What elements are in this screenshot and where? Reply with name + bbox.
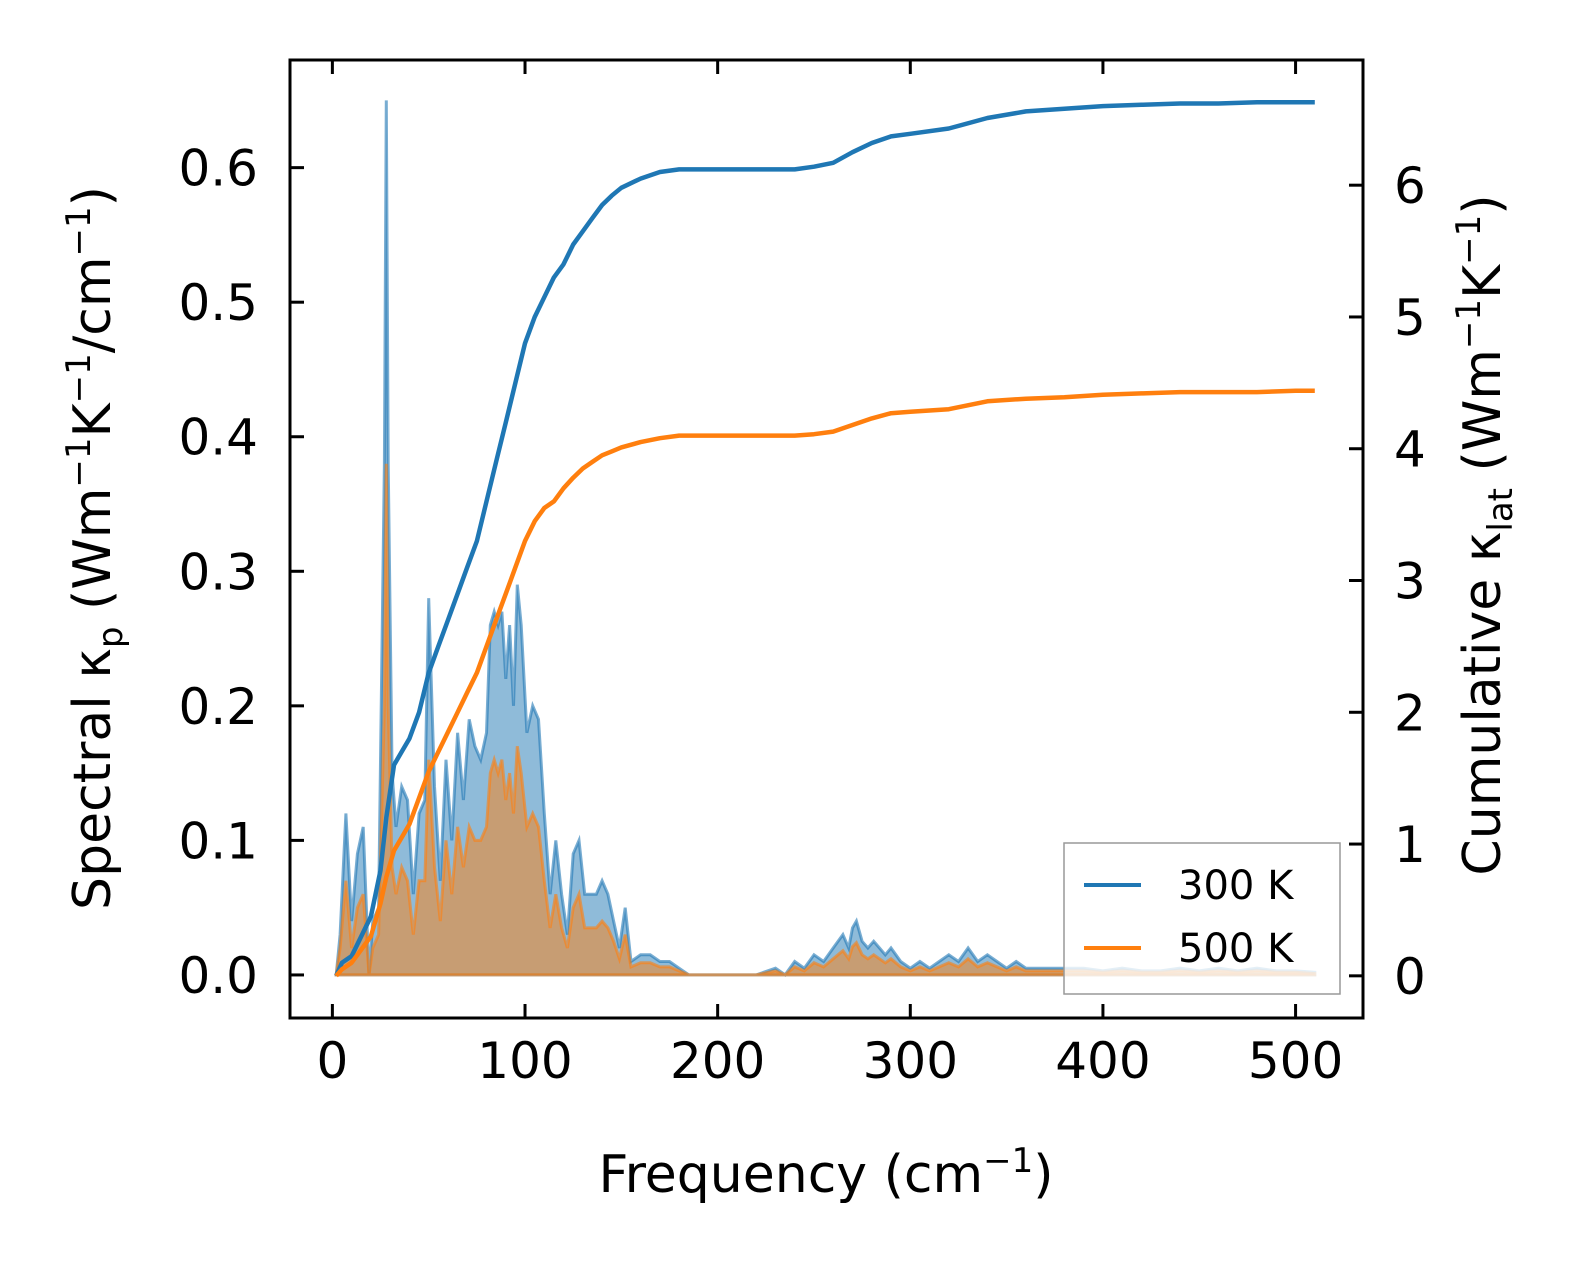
y-right-tick-label: 0 [1394, 948, 1426, 1006]
legend-label-500k: 500 K [1178, 926, 1295, 972]
y-left-tick-label: 0.4 [178, 409, 258, 467]
y-left-tick-label: 0.6 [178, 140, 258, 198]
y-left-tick-label: 0.3 [178, 543, 258, 601]
legend-box [1063, 842, 1341, 995]
y-left-tick-label: 0.0 [178, 947, 258, 1005]
x-tick-label: 100 [477, 1032, 572, 1090]
y-left-tick-label: 0.1 [178, 812, 258, 870]
y-right-tick-label: 2 [1394, 684, 1426, 742]
x-tick-label: 400 [1055, 1032, 1150, 1090]
spectral-fill-layer [334, 100, 1317, 977]
y-right-tick-label: 3 [1394, 553, 1426, 611]
spectral-area-500k [334, 463, 1317, 977]
y-right-tick-label: 6 [1394, 157, 1426, 215]
y-left-tick-label: 0.2 [178, 678, 258, 736]
y-axis-right-title: Cumulative κlat (Wm−1K−1) [1449, 194, 1521, 875]
cumulative-line-300k [334, 99, 1315, 977]
y-right-tick-label: 5 [1394, 289, 1426, 347]
plot-frame [288, 58, 1365, 1020]
cumulative-line-500k [334, 388, 1315, 978]
x-tick-label: 0 [316, 1032, 348, 1090]
tick-layer: 0 100 200 300 400 500 0.0 0.1 0.2 0.3 0.4 0.5 0.6 0 1 2… [178, 60, 1426, 1090]
x-tick-label: 500 [1248, 1032, 1343, 1090]
y-right-tick-label: 1 [1394, 816, 1426, 874]
x-tick-label: 200 [670, 1032, 765, 1090]
y-right-tick-label: 4 [1394, 421, 1426, 479]
y-axis-left-title: Spectral κp (Wm−1K−1/cm−1) [59, 186, 131, 910]
series-line-layer [334, 99, 1315, 978]
y-left-tick-label: 0.5 [178, 274, 258, 332]
x-tick-label: 300 [863, 1032, 958, 1090]
legend: 300 K 500 K [1063, 842, 1341, 995]
legend-label-300k: 300 K [1178, 863, 1295, 909]
x-axis-title: Frequency (cm−1) [598, 1141, 1053, 1205]
